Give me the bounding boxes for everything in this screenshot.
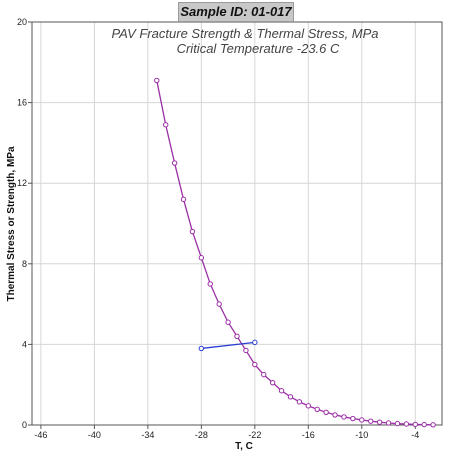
series-1-point — [332, 412, 338, 418]
series-1-point — [287, 394, 294, 400]
plot-area-frame — [31, 21, 443, 426]
series-1-point — [171, 160, 178, 166]
series-1-point — [430, 422, 436, 428]
chart-subtitle-line-1: PAV Fracture Strength & Thermal Stress, … — [111, 26, 378, 41]
series-1-point — [180, 196, 187, 203]
y-tick-label: 0 — [22, 420, 27, 430]
x-tick-label: -4 — [411, 430, 419, 440]
series-1-point — [350, 415, 356, 422]
series-1-point — [261, 371, 267, 378]
series-1-point — [412, 421, 418, 428]
series-2-point — [198, 345, 205, 352]
series-1-line — [156, 80, 434, 426]
series-1-point — [216, 301, 222, 307]
y-tick-label: 12 — [17, 178, 27, 188]
sample-id-title: Sample ID: 01-017 — [178, 2, 294, 22]
series-1-point — [234, 333, 240, 340]
series-1-point — [162, 122, 169, 128]
x-tick-label: -40 — [88, 430, 101, 440]
y-tick-label: 20 — [17, 17, 27, 27]
grid-layer — [32, 21, 442, 426]
x-tick-label: -46 — [34, 430, 47, 440]
series-1-point — [421, 421, 427, 428]
series-1-point — [278, 388, 285, 394]
y-tick-label: 4 — [22, 339, 27, 349]
series-1-point — [243, 347, 249, 354]
series-1-point — [189, 228, 196, 235]
series-1-point — [341, 414, 347, 420]
x-tick-label: -16 — [302, 430, 315, 440]
series-2-line — [201, 341, 255, 350]
x-tick-label: -34 — [141, 430, 154, 440]
series-1-point — [385, 420, 392, 426]
series-2-point — [252, 339, 258, 346]
series-1-point — [376, 419, 383, 425]
series-1-point — [225, 319, 231, 325]
series-1-point — [198, 255, 205, 261]
x-tick-label: -22 — [248, 430, 261, 440]
x-tick-label: -10 — [355, 430, 368, 440]
series-1-point — [207, 281, 213, 287]
x-tick-label: -28 — [195, 430, 208, 440]
series-1-point — [305, 403, 312, 409]
y-axis-title: Thermal Stress or Strength, MPa — [6, 146, 17, 301]
series-1-point — [367, 418, 374, 424]
series-1-point — [269, 379, 276, 386]
series-1-point — [403, 421, 410, 427]
series-1-point — [359, 417, 365, 423]
y-tick-label: 16 — [17, 98, 27, 108]
series-1-point — [296, 399, 303, 405]
series-layer — [154, 77, 436, 428]
series-1-point — [252, 361, 258, 368]
x-axis-title: T, C — [235, 441, 253, 452]
y-tick-label: 8 — [22, 259, 27, 269]
chart-subtitle-line-2: Critical Temperature -23.6 C — [177, 41, 340, 56]
series-1-point — [314, 406, 320, 412]
series-1-point — [323, 409, 329, 416]
series-1-point — [154, 77, 160, 84]
series-1-point — [394, 420, 401, 427]
